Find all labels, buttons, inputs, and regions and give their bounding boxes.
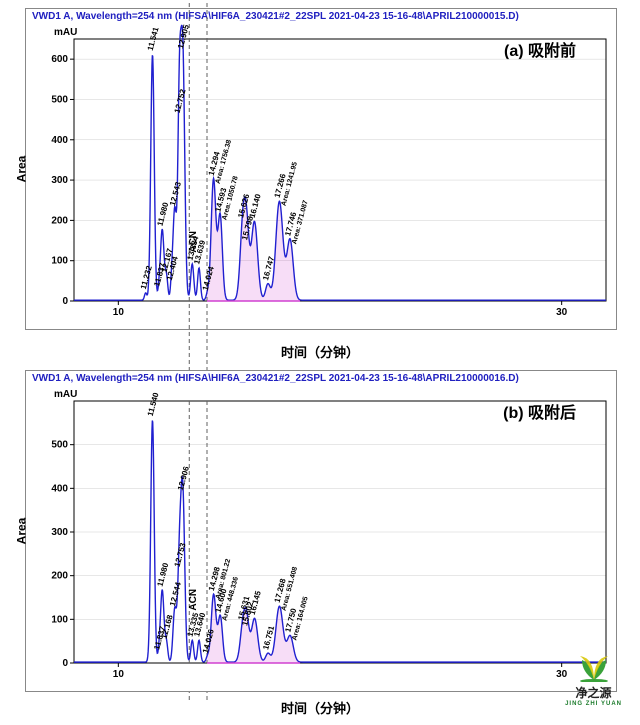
chart-header-b: VWD1 A, Wavelength=254 nm (HIFSA\HIF6A_2… — [26, 371, 616, 386]
svg-text:500: 500 — [51, 94, 68, 105]
svg-text:200: 200 — [51, 571, 68, 582]
svg-text:100: 100 — [51, 256, 68, 267]
svg-text:10: 10 — [113, 669, 125, 680]
svg-text:300: 300 — [51, 527, 68, 538]
svg-text:11.980: 11.980 — [155, 561, 170, 587]
svg-text:10: 10 — [113, 307, 125, 318]
unit-label-b: mAU — [54, 389, 77, 400]
chromatogram-plot-b: 01002003004005001030ACN11.54011.83711.98… — [74, 401, 606, 663]
leaf-icon — [572, 652, 616, 682]
svg-text:11.540: 11.540 — [146, 391, 161, 417]
unit-label-a: mAU — [54, 27, 77, 38]
svg-text:500: 500 — [51, 440, 68, 451]
svg-text:400: 400 — [51, 483, 68, 494]
svg-text:600: 600 — [51, 54, 68, 65]
svg-text:16.145: 16.145 — [248, 589, 263, 615]
chart-header-a: VWD1 A, Wavelength=254 nm (HIFSA\HIF6A_2… — [26, 9, 616, 24]
svg-text:12.752: 12.752 — [173, 88, 188, 114]
chromatogram-panel-b: VWD1 A, Wavelength=254 nm (HIFSA\HIF6A_2… — [25, 370, 617, 692]
brand-logo: 净之源 JING ZHI YUAN — [565, 652, 622, 707]
svg-text:0: 0 — [62, 658, 68, 669]
logo-text-py: JING ZHI YUAN — [565, 701, 622, 707]
svg-text:400: 400 — [51, 135, 68, 146]
x-axis-label-b: 时间（分钟） — [0, 698, 640, 717]
chromatogram-panel-a: VWD1 A, Wavelength=254 nm (HIFSA\HIF6A_2… — [25, 8, 617, 330]
x-axis-label-a: 时间（分钟） — [0, 342, 640, 361]
svg-text:11.232: 11.232 — [139, 264, 154, 290]
svg-text:0: 0 — [62, 296, 68, 307]
svg-text:100: 100 — [51, 614, 68, 625]
svg-text:300: 300 — [51, 175, 68, 186]
chromatogram-plot-a: 01002003004005006001030ACN11.23211.54111… — [74, 39, 606, 301]
svg-text:200: 200 — [51, 215, 68, 226]
y-axis-label-b: Area — [14, 518, 28, 545]
logo-text-cn: 净之源 — [565, 684, 622, 701]
y-axis-label-a: Area — [14, 156, 28, 183]
svg-text:ACN: ACN — [188, 589, 199, 611]
svg-text:12.543: 12.543 — [168, 180, 183, 206]
svg-text:12.544: 12.544 — [168, 581, 183, 607]
svg-text:30: 30 — [556, 307, 568, 318]
